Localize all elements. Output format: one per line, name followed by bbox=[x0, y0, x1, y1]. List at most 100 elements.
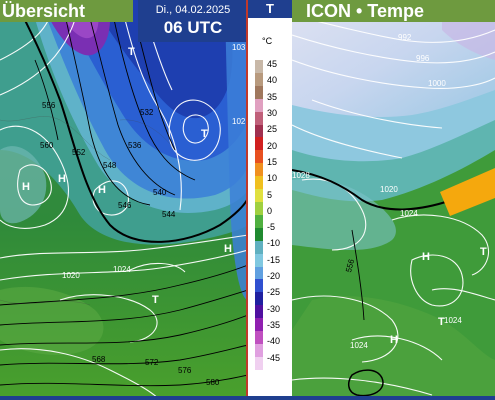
legend-tick-label: 5 bbox=[267, 189, 273, 200]
legend-tick-label: -10 bbox=[267, 238, 281, 249]
legend-tick-label: 10 bbox=[267, 173, 278, 184]
legend-unit: °C bbox=[262, 36, 273, 46]
legend-tick-label: -20 bbox=[267, 271, 281, 282]
right-map-canvas: H H T T 992 996 1000 1028 1020 1024 1024… bbox=[292, 0, 495, 400]
legend-swatch bbox=[255, 163, 263, 177]
legend-swatch bbox=[255, 72, 263, 86]
legend-swatch bbox=[255, 253, 263, 267]
legend-tick-label: 25 bbox=[267, 124, 278, 135]
legend-swatch bbox=[255, 279, 263, 293]
legend-swatch bbox=[255, 343, 263, 357]
high-pressure-label: H bbox=[98, 184, 106, 196]
legend-tick-label: 40 bbox=[267, 75, 278, 86]
isobar-label: 1020 bbox=[62, 271, 80, 280]
legend-color-scale bbox=[255, 60, 263, 370]
legend-tick-label: -30 bbox=[267, 303, 281, 314]
geopotential-label: 540 bbox=[153, 188, 167, 197]
isobar-label: 1024 bbox=[444, 316, 462, 325]
legend-tick-label: 0 bbox=[267, 205, 273, 216]
geopotential-label: 556 bbox=[42, 101, 56, 110]
isobar-label: 1020 bbox=[380, 185, 398, 194]
legend-tick-label: -5 bbox=[267, 222, 276, 233]
eastern-cold-strip bbox=[225, 0, 248, 300]
legend-tick-label: -35 bbox=[267, 320, 281, 331]
region-outline bbox=[347, 369, 384, 397]
geopotential-label: 556 bbox=[344, 258, 356, 274]
geopotential-label: 548 bbox=[103, 161, 117, 170]
geopotential-label: 572 bbox=[145, 358, 159, 367]
legend-tick-label: 20 bbox=[267, 140, 278, 151]
legend-swatch bbox=[255, 85, 263, 99]
legend-swatch bbox=[255, 227, 263, 241]
legend-tick-label: 45 bbox=[267, 59, 278, 69]
high-pressure-label: H bbox=[390, 334, 398, 346]
isobar-lines bbox=[292, 14, 495, 396]
temperature-legend: T °C 45 40 35 30 25 20 15 10 5 0 -5 -10 -15 -20 -25 -30… bbox=[248, 0, 292, 400]
legend-swatch bbox=[255, 240, 263, 254]
legend-swatch bbox=[255, 305, 263, 319]
legend-swatch bbox=[255, 266, 263, 280]
highlight-band bbox=[440, 168, 495, 216]
high-pressure-label: H bbox=[422, 251, 430, 263]
legend-swatch bbox=[255, 124, 263, 138]
isobar-label: 1024 bbox=[113, 265, 131, 274]
legend-swatch bbox=[255, 201, 263, 215]
isobar-label: 992 bbox=[398, 33, 412, 42]
geopotential-label: 580 bbox=[206, 378, 220, 387]
geopotential-label: 536 bbox=[128, 141, 142, 150]
right-panel-title: ICON • Tempe bbox=[292, 0, 495, 22]
lowland-patch bbox=[0, 286, 104, 355]
isobar-lines bbox=[0, 0, 248, 400]
low-pressure-label: T bbox=[128, 46, 135, 58]
legend-swatch bbox=[255, 214, 263, 228]
low-pressure-label: T bbox=[480, 246, 487, 258]
legend-swatch bbox=[255, 60, 263, 73]
legend-swatch bbox=[255, 176, 263, 190]
geopotential-label: 576 bbox=[178, 366, 192, 375]
legend-tick-label: -25 bbox=[267, 287, 281, 298]
coastlines bbox=[0, 116, 176, 306]
legend-swatch bbox=[255, 98, 263, 112]
legend-swatch bbox=[255, 292, 263, 306]
isobar-label: 102 bbox=[232, 117, 246, 126]
legend-tick-label: 30 bbox=[267, 107, 278, 118]
legend-swatch bbox=[255, 137, 263, 151]
geopotential-label: 560 bbox=[40, 141, 54, 150]
left-map-canvas: T T H H H H T 556 560 552 548 546 540 54… bbox=[0, 0, 248, 400]
geopotential-label: 532 bbox=[140, 108, 154, 117]
isobar-label: 1024 bbox=[400, 209, 418, 218]
legend-swatch bbox=[255, 111, 263, 125]
low-pressure-label: T bbox=[152, 294, 159, 306]
high-pressure-label: H bbox=[58, 173, 66, 185]
geopotential-label: 544 bbox=[162, 210, 176, 219]
legend-tick-label: 15 bbox=[267, 156, 278, 167]
legend-tick-label: -45 bbox=[267, 352, 281, 363]
legend-tick-label: 35 bbox=[267, 91, 278, 102]
forecast-date: Di., 04.02.2025 bbox=[155, 4, 231, 16]
isobar-label: 103 bbox=[232, 43, 246, 52]
geopotential-label: 568 bbox=[92, 355, 106, 364]
legend-tick-label: -40 bbox=[267, 336, 281, 347]
right-map-panel: H H T T 992 996 1000 1028 1020 1024 1024… bbox=[292, 0, 495, 400]
legend-swatch bbox=[255, 356, 263, 370]
forecast-time-box: Di., 04.02.2025 06 UTC bbox=[138, 0, 248, 42]
isobar-label: 1024 bbox=[350, 341, 368, 350]
legend-swatch bbox=[255, 331, 263, 344]
legend-tick-label: -15 bbox=[267, 254, 281, 265]
geopotential-label: 546 bbox=[118, 201, 132, 210]
legend-swatch bbox=[255, 150, 263, 164]
low-pressure-label: T bbox=[438, 316, 445, 328]
left-panel-title: Übersicht bbox=[0, 0, 133, 22]
panel-divider bbox=[246, 0, 248, 400]
mixed-air-patch bbox=[292, 178, 396, 250]
low-pressure-label: T bbox=[201, 128, 208, 140]
geopotential-lines bbox=[0, 0, 248, 387]
forecast-time: 06 UTC bbox=[163, 18, 223, 37]
isobar-label: 1000 bbox=[428, 79, 446, 88]
bottom-border bbox=[0, 396, 495, 400]
high-pressure-label: H bbox=[22, 181, 30, 193]
isobar-label: 1028 bbox=[292, 171, 310, 180]
left-map-panel: T T H H H H T 556 560 552 548 546 540 54… bbox=[0, 0, 248, 400]
geopotential-label: 552 bbox=[72, 148, 86, 157]
